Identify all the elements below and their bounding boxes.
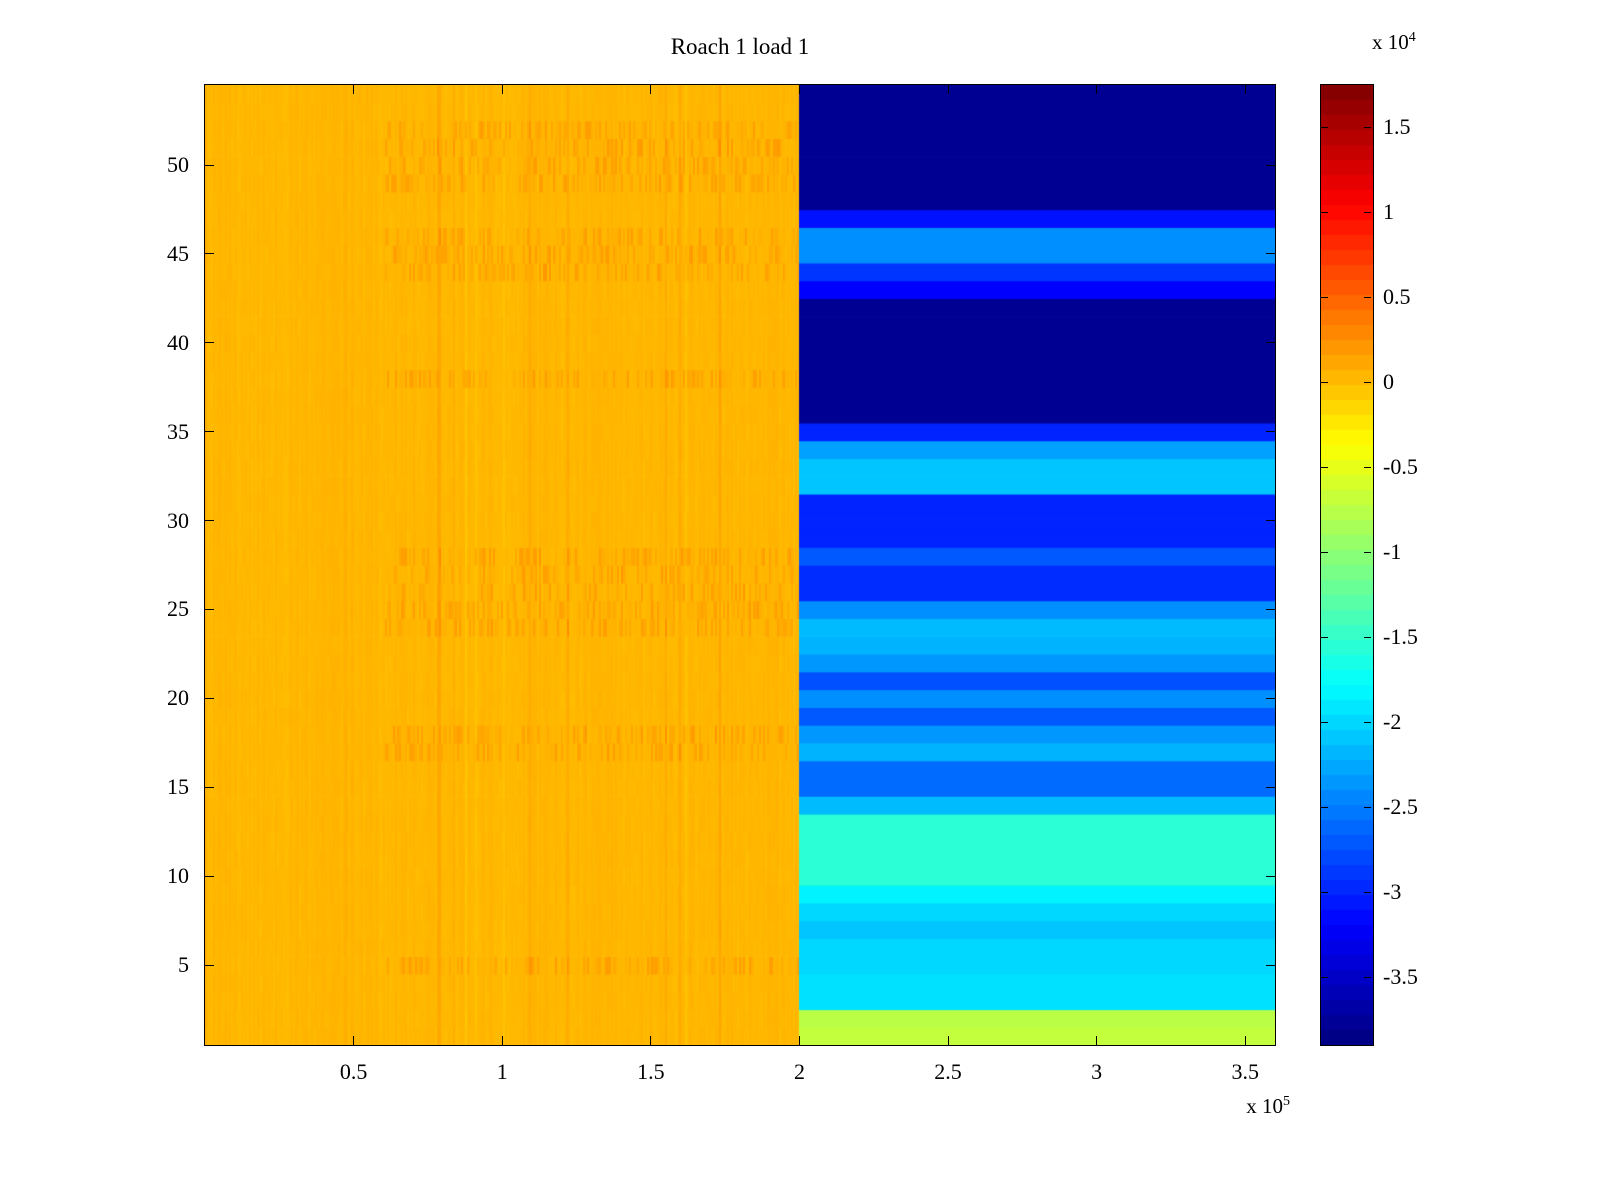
colorbar-tick-mark [1364,296,1371,298]
colorbar-tick-mark [1321,636,1328,638]
y-tick-mark [1266,608,1275,610]
y-tick-label: 50 [167,152,189,177]
colorbar-tick-mark [1364,806,1371,808]
y-tick-label: 45 [167,240,189,266]
chart-title: Roach 1 load 1 [670,34,810,59]
x-scale-prefix: x 10 [1246,1094,1283,1118]
colorbar-tick-mark [1321,551,1328,553]
y-tick-label: 40 [167,329,189,355]
x-tick-mark [947,1036,949,1045]
x-tick-mark [501,1036,503,1045]
colorbar-tick-label: 0 [1383,369,1394,395]
colorbar-tick-mark [1321,211,1328,213]
x-tick-mark [1244,1036,1246,1045]
y-tick-mark [205,520,214,522]
y-tick-mark [205,164,214,166]
y-tick-mark [1266,697,1275,699]
x-tick-mark [353,1036,355,1045]
x-tick-mark [798,85,800,94]
colorbar-tick-mark [1364,551,1371,553]
colorbar-scale-label: x 104 [1372,30,1416,55]
y-tick-mark [1266,964,1275,966]
colorbar-tick-label: 1.5 [1383,114,1411,140]
colorbar [1320,84,1374,1046]
y-tick-mark [1266,164,1275,166]
y-tick-mark [205,431,214,433]
colorbar-tick-mark [1364,721,1371,723]
x-tick-label: 1.5 [637,1059,665,1084]
y-tick-mark [1266,875,1275,877]
colorbar-tick-label: 0.5 [1383,284,1411,310]
colorbar-tick-label: 1 [1383,199,1394,225]
y-tick-label: 5 [178,952,189,977]
colorbar-tick-label: -2 [1383,709,1402,735]
colorbar-tick-label: -1 [1383,539,1402,565]
colorbar-tick-mark [1364,891,1371,893]
y-tick-mark [205,964,214,966]
y-tick-mark [205,342,214,344]
x-tick-label: 2.5 [934,1059,962,1084]
y-tick-label: 15 [167,774,189,800]
colorbar-tick-mark [1321,296,1328,298]
y-tick-label: 30 [167,507,189,533]
colorbar-tick-label: -2.5 [1383,794,1418,820]
y-tick-mark [1266,520,1275,522]
x-tick-mark [1096,85,1098,94]
x-tick-label: 3.5 [1231,1059,1260,1084]
x-tick-label: 0.5 [339,1059,368,1084]
y-tick-mark [1266,253,1275,255]
y-tick-label: 25 [167,596,189,622]
x-tick-mark [650,1036,652,1045]
colorbar-tick-mark [1321,466,1328,468]
colorbar-tick-label: -3.5 [1383,964,1418,990]
colorbar-tick-mark [1321,976,1328,978]
x-tick-mark [798,1036,800,1045]
x-tick-mark [1244,85,1246,94]
colorbar-tick-mark [1364,466,1371,468]
x-tick-label: 1 [496,1059,508,1084]
colorbar-tick-mark [1364,211,1371,213]
y-tick-mark [205,875,214,877]
y-tick-mark [205,608,214,610]
plot-area [204,84,1276,1046]
y-tick-mark [205,786,214,788]
x-tick-label: 3 [1091,1059,1103,1084]
x-axis-scale-label: x 105 [1185,1094,1290,1119]
colorbar-tick-mark [1321,721,1328,723]
y-tick-mark [205,253,214,255]
colorbar-tick-label: -1.5 [1383,624,1418,650]
y-tick-mark [1266,342,1275,344]
colorbar-tick-mark [1364,976,1371,978]
x-tick-mark [1096,1036,1098,1045]
y-tick-mark [1266,431,1275,433]
x-tick-mark [650,85,652,94]
x-scale-exponent: 5 [1283,1094,1290,1109]
colorbar-tick-label: -3 [1383,879,1402,905]
colorbar-tick-mark [1364,381,1371,383]
heatmap-canvas [205,85,1275,1045]
y-tick-label: 20 [167,685,189,711]
x-tick-mark [501,85,503,94]
colorbar-tick-mark [1364,636,1371,638]
colorbar-tick-mark [1364,126,1371,128]
x-tick-mark [353,85,355,94]
x-tick-mark [947,85,949,94]
cb-scale-prefix: x 10 [1372,30,1409,54]
y-tick-mark [205,697,214,699]
colorbar-tick-mark [1321,381,1328,383]
colorbar-tick-label: -0.5 [1383,454,1418,480]
cb-scale-exponent: 4 [1408,30,1416,45]
colorbar-tick-mark [1321,806,1328,808]
y-tick-label: 10 [167,863,189,889]
x-tick-label: 2 [793,1059,805,1084]
colorbar-tick-mark [1321,126,1328,128]
y-tick-label: 35 [167,418,189,444]
colorbar-tick-mark [1321,891,1328,893]
y-tick-mark [1266,786,1275,788]
colorbar-canvas [1321,85,1373,1045]
